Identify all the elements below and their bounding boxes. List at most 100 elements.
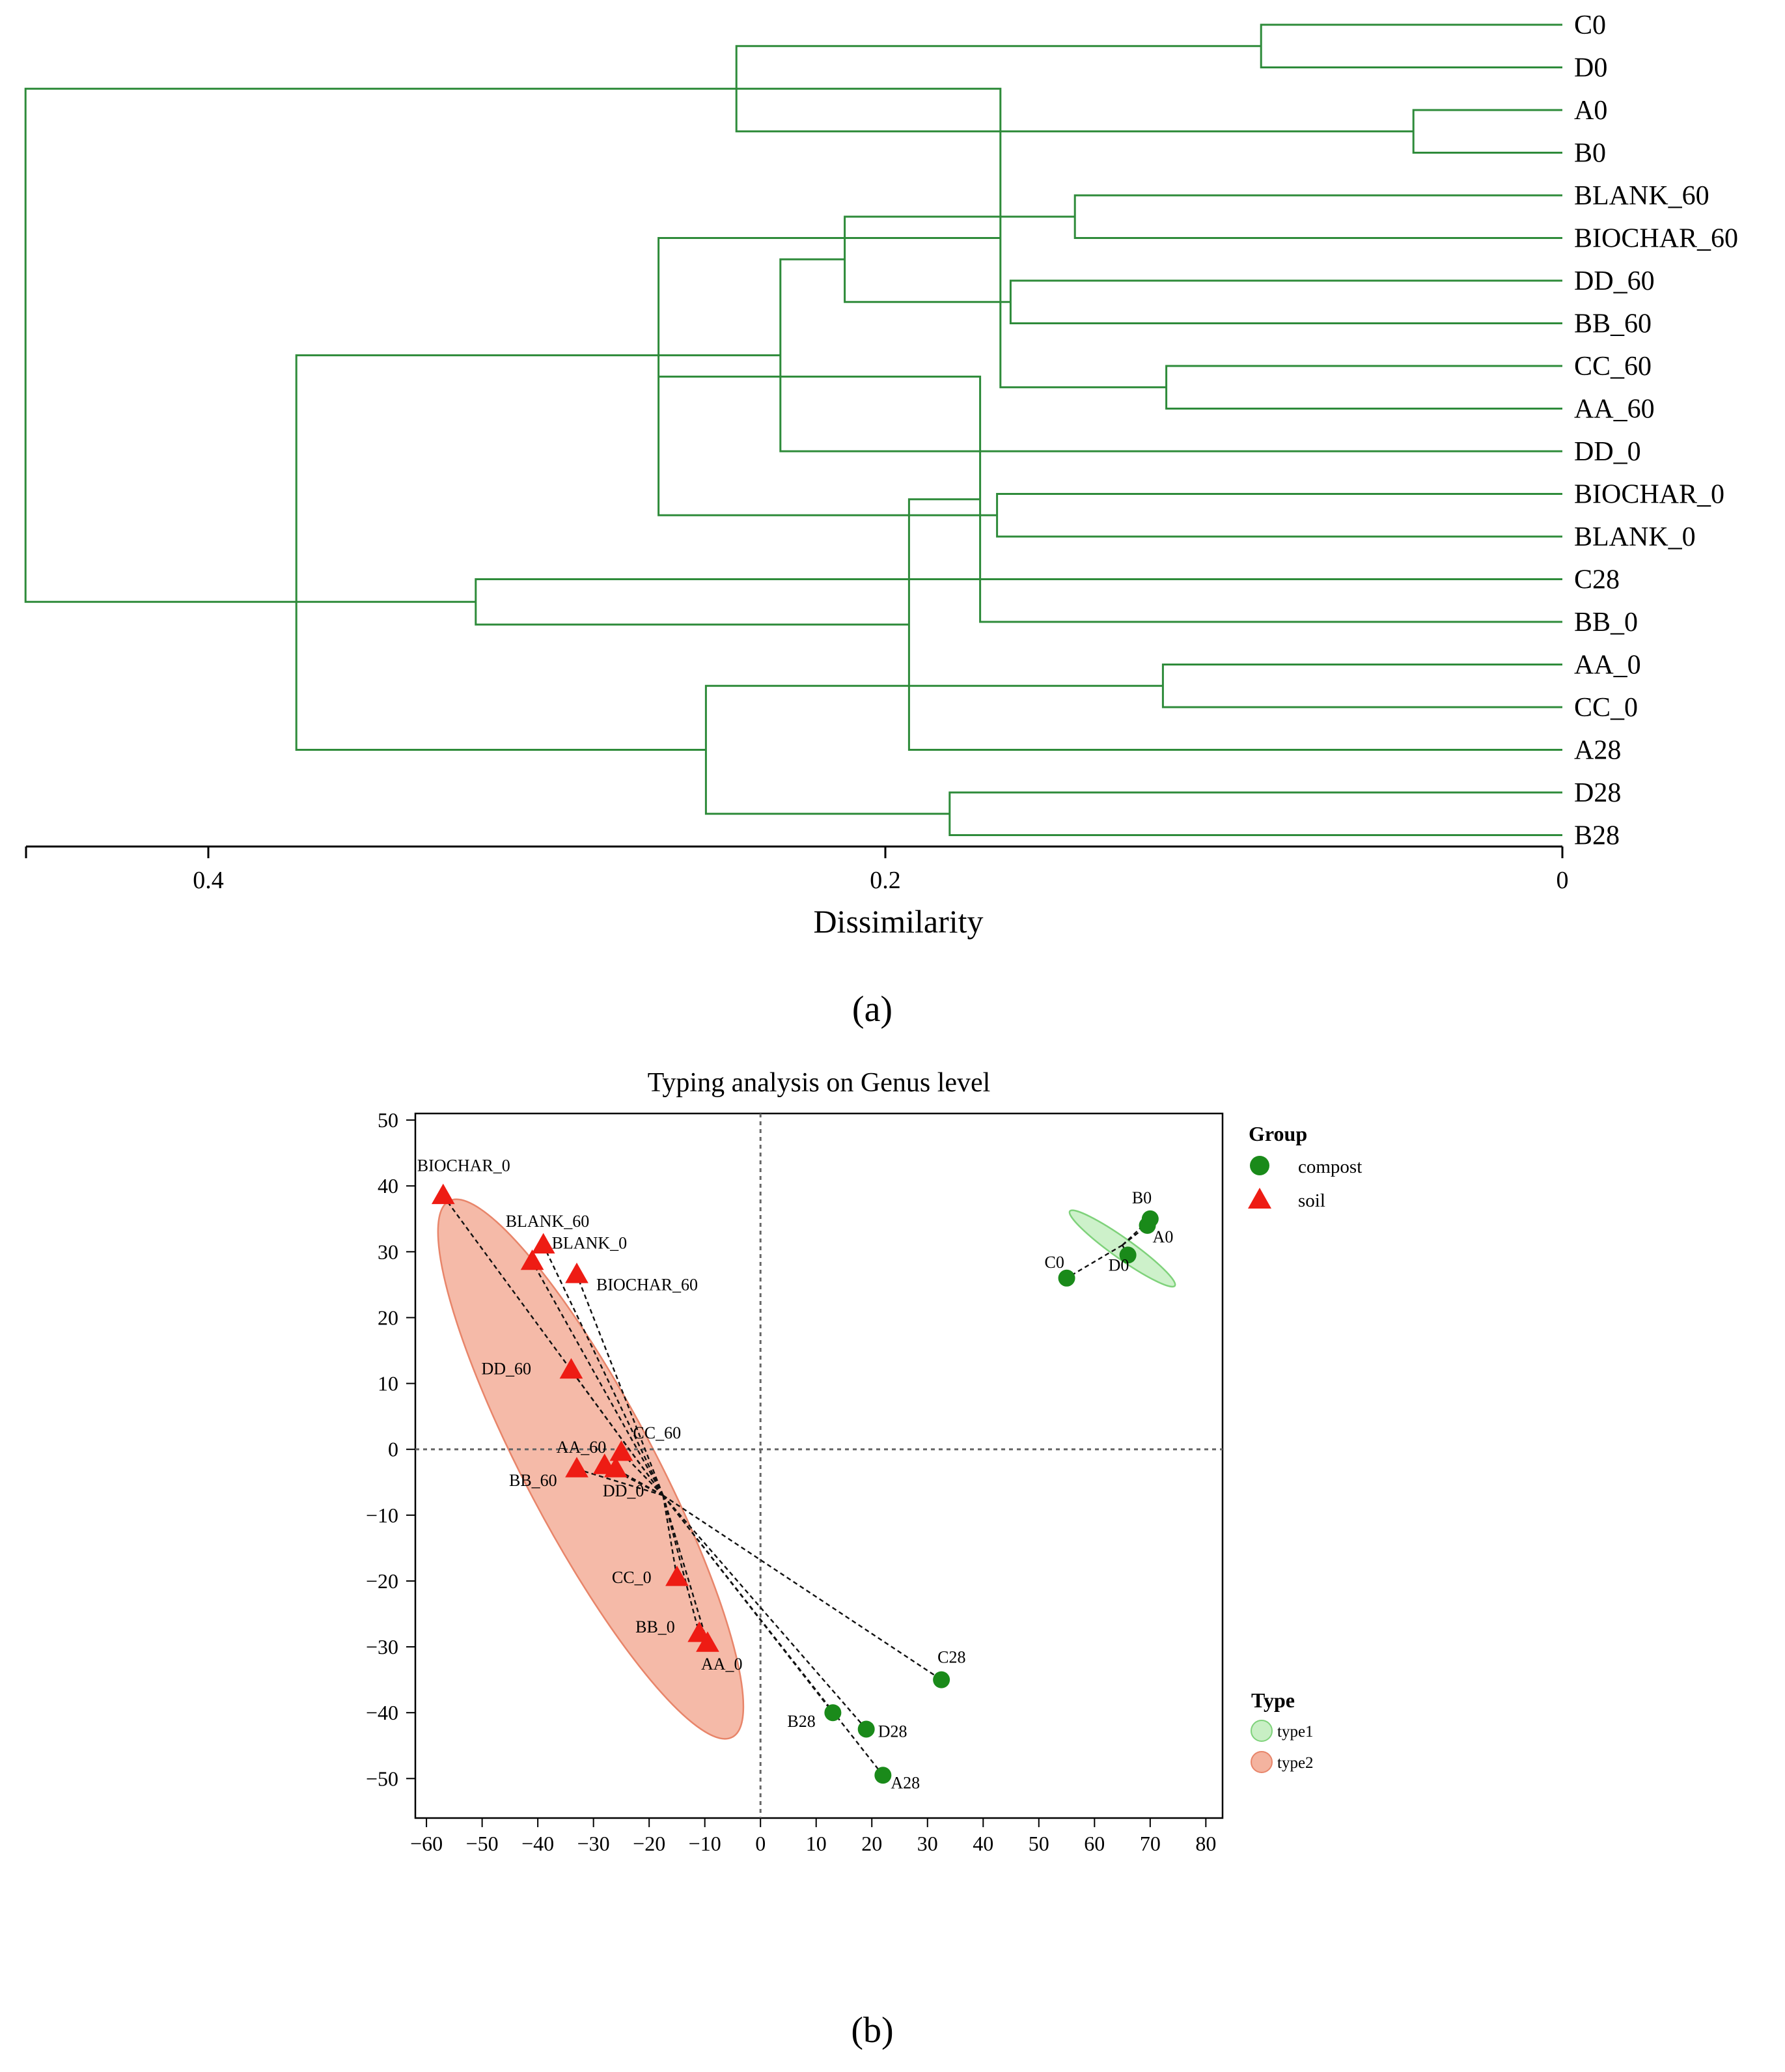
label-a28: A28 <box>891 1773 920 1792</box>
point-blank-60 <box>531 1233 555 1253</box>
axis-tick-label: 0.2 <box>870 867 901 894</box>
label-d28: D28 <box>878 1722 907 1741</box>
ellipse-type1 <box>1068 1209 1176 1288</box>
dendrogram-branch <box>948 791 1562 836</box>
label-d0: D0 <box>1109 1255 1129 1274</box>
leaf-label-bb-0: BB_0 <box>1574 608 1638 637</box>
dendrogram-branch <box>779 258 1562 453</box>
reference-lines <box>415 1113 1223 1818</box>
y-tick-label: 30 <box>378 1240 398 1263</box>
link-aa-0 <box>662 1495 709 1644</box>
x-tick-label: −20 <box>633 1832 665 1855</box>
point-blank-0 <box>520 1249 544 1270</box>
label-c28: C28 <box>937 1648 965 1667</box>
centroid-links <box>442 1195 1151 1776</box>
dendrogram-branch <box>658 375 1562 623</box>
sample-labels: BIOCHAR_0 BLANK_60 BLANK_0 BIOCHAR_60 DD_60 C… <box>417 1156 1174 1792</box>
label-b0: B0 <box>1132 1188 1152 1207</box>
label-b28: B28 <box>787 1712 815 1731</box>
scatter-axes: −60 −50 −40 −30 −20 −10 0 10 20 30 40 50 60 70 80 50 40 3… <box>366 1108 1216 1855</box>
y-tick-label: −50 <box>366 1767 398 1790</box>
point-d0 <box>1119 1246 1137 1264</box>
y-tick-label: 20 <box>378 1306 398 1329</box>
leaf-label-dd-0: DD_0 <box>1574 437 1641 467</box>
dendrogram-leaf-labels: C0 D0 A0 B0 BLANK_60 BIOCHAR_60 DD_60 BB_60 CC_6… <box>1574 10 1738 851</box>
axis-tick-label: 0 <box>1557 867 1569 894</box>
legend-type-title: Type <box>1251 1688 1295 1712</box>
leaf-label-d0: D0 <box>1574 53 1607 83</box>
dendrogram-branch <box>475 578 1562 626</box>
point-dd-0 <box>604 1457 628 1477</box>
point-biochar-0 <box>431 1183 455 1205</box>
y-tick-label: −40 <box>366 1701 398 1724</box>
caption-a: (a) <box>852 989 893 1029</box>
legend-type2-marker <box>1251 1751 1273 1773</box>
x-tick-label: −10 <box>689 1832 721 1855</box>
link-c0 <box>1066 1244 1123 1279</box>
point-d28 <box>857 1720 875 1738</box>
point-aa-0 <box>696 1631 719 1652</box>
dendrogram-branch <box>1260 23 1562 68</box>
legend: Group compost soil Type type1 type2 <box>1248 1122 1362 1773</box>
x-tick-label: 10 <box>806 1832 827 1855</box>
leaf-label-blank-0: BLANK_0 <box>1574 522 1696 552</box>
scatter-panel: Typing analysis on Genus level −60 −50 −40… <box>366 1068 1362 2051</box>
point-biochar-60 <box>565 1263 588 1283</box>
label-blank-0: BLANK_0 <box>552 1234 628 1253</box>
link-blank-60 <box>542 1244 664 1496</box>
dissimilarity-axis-title: Dissimilarity <box>813 903 983 940</box>
label-dd-0: DD_0 <box>603 1481 644 1500</box>
leaf-label-cc-0: CC_0 <box>1574 693 1638 723</box>
label-cc-0: CC_0 <box>612 1568 652 1587</box>
label-aa-60: AA_60 <box>557 1438 607 1457</box>
link-cc-0 <box>662 1495 678 1578</box>
point-dd-60 <box>559 1358 583 1379</box>
label-aa-0: AA_0 <box>701 1655 743 1673</box>
legend-compost-label: compost <box>1298 1156 1362 1177</box>
label-cc-60: CC_60 <box>633 1423 681 1442</box>
x-tick-label: 20 <box>861 1832 882 1855</box>
y-tick-label: −20 <box>366 1569 398 1593</box>
legend-type1-label: type1 <box>1277 1723 1314 1741</box>
leaf-label-dd-60: DD_60 <box>1574 266 1655 296</box>
axis-tick-label: 0.4 <box>193 867 224 894</box>
link-bb-0 <box>662 1495 700 1634</box>
leaf-label-c28: C28 <box>1574 565 1620 595</box>
dendrogram-branch <box>996 493 1562 538</box>
link-blank-0 <box>531 1261 664 1496</box>
label-c0: C0 <box>1045 1253 1064 1272</box>
leaf-label-biochar-60: BIOCHAR_60 <box>1574 224 1738 254</box>
y-tick-label: −10 <box>366 1504 398 1527</box>
point-b28 <box>824 1704 842 1722</box>
dendrogram-branch <box>1161 664 1562 708</box>
label-dd-60: DD_60 <box>481 1359 531 1378</box>
legend-group-title: Group <box>1249 1122 1307 1145</box>
link-d28 <box>662 1494 867 1730</box>
leaf-label-a0: A0 <box>1574 96 1607 126</box>
dissimilarity-axis: 0.4 0.2 0 <box>25 845 1569 894</box>
leaf-label-b0: B0 <box>1574 139 1606 169</box>
x-tick-label: 60 <box>1084 1832 1105 1855</box>
legend-type2-label: type2 <box>1277 1754 1314 1772</box>
point-cc-60 <box>609 1440 633 1461</box>
x-tick-label: 70 <box>1140 1832 1161 1855</box>
x-tick-label: 40 <box>973 1832 993 1855</box>
x-tick-label: 50 <box>1029 1832 1049 1855</box>
leaf-label-biochar-0: BIOCHAR_0 <box>1574 480 1724 510</box>
y-tick-label: 40 <box>378 1174 398 1197</box>
legend-soil-marker <box>1248 1188 1271 1209</box>
label-biochar-60: BIOCHAR_60 <box>596 1276 698 1295</box>
scatter-title: Typing analysis on Genus level <box>648 1068 991 1098</box>
link-c28 <box>662 1494 942 1681</box>
legend-type1-marker <box>1251 1720 1273 1742</box>
dendrogram-branch <box>1412 109 1562 154</box>
point-c28 <box>933 1671 950 1688</box>
leaf-label-cc-60: CC_60 <box>1574 352 1652 382</box>
leaf-label-b28: B28 <box>1574 821 1620 851</box>
leaf-label-blank-60: BLANK_60 <box>1574 181 1709 211</box>
x-tick-label: −60 <box>410 1832 443 1855</box>
dendrogram-branches <box>24 23 1562 836</box>
x-tick-label: −40 <box>521 1832 554 1855</box>
point-bb-60 <box>565 1457 588 1477</box>
dendrogram-branch <box>844 216 1075 303</box>
